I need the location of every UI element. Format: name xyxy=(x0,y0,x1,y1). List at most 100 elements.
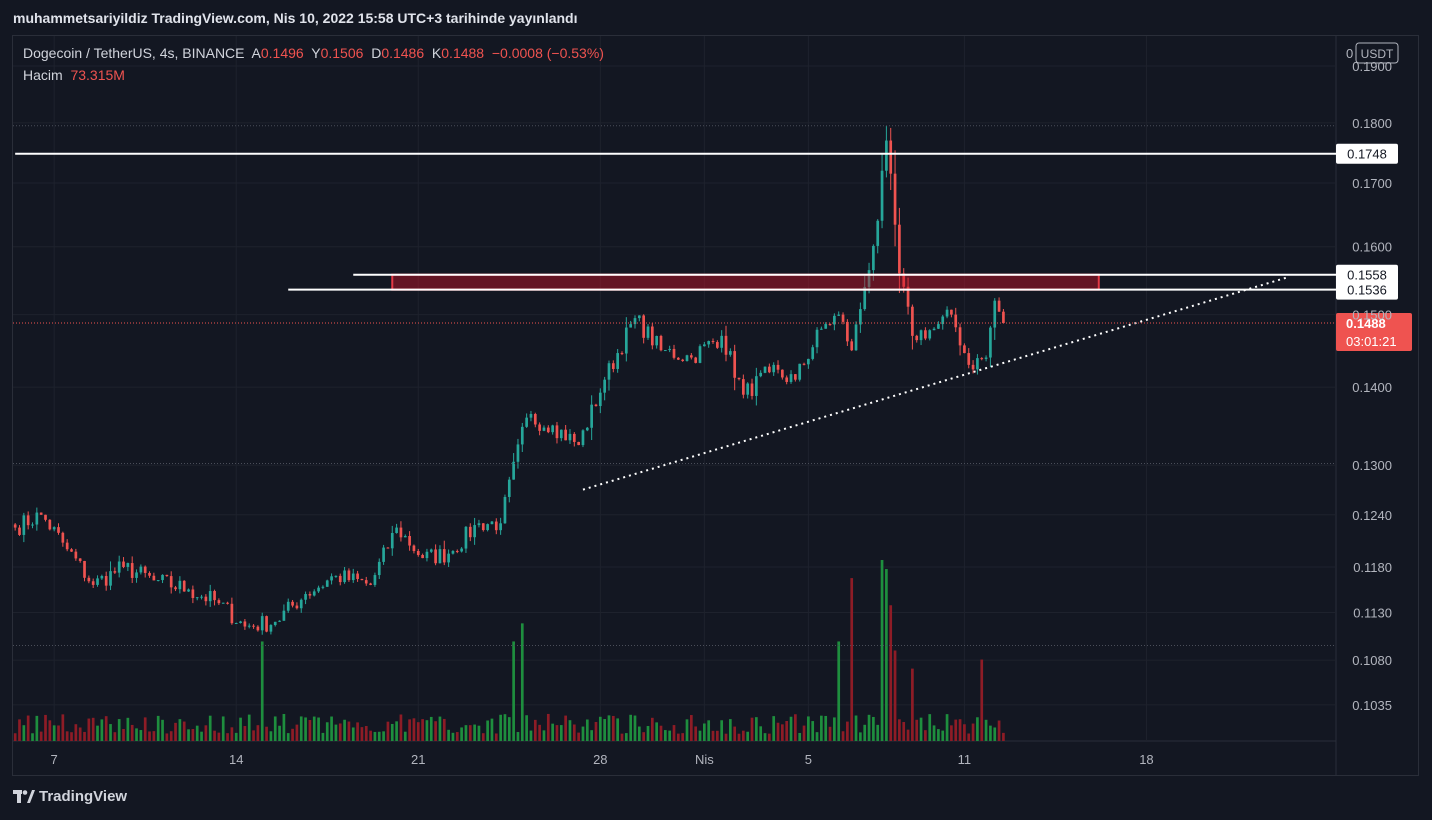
candle-body xyxy=(369,583,372,585)
tradingview-logo[interactable]: TradingView xyxy=(13,788,127,805)
candle-body xyxy=(915,335,919,341)
volume-bar xyxy=(269,731,273,741)
candle-body xyxy=(529,413,533,418)
volume-bar xyxy=(486,720,489,741)
candle-body xyxy=(109,571,112,586)
candle-body xyxy=(195,597,199,599)
volume-bar xyxy=(611,715,615,741)
grid-lines xyxy=(13,36,1337,776)
volume-bar xyxy=(494,733,498,741)
candle-body xyxy=(668,348,672,351)
candle-body xyxy=(763,366,767,373)
volume-bar xyxy=(139,730,143,741)
volume-bar xyxy=(512,641,515,741)
candle-body xyxy=(815,329,819,348)
candle-body xyxy=(308,594,312,596)
price-tick-label: 0.1130 xyxy=(1353,605,1392,620)
candle-body xyxy=(304,594,307,600)
volume-bar xyxy=(607,715,611,741)
volume-bar xyxy=(911,668,914,741)
volume-bar xyxy=(598,716,602,741)
candle-body xyxy=(781,369,784,378)
volume-bar xyxy=(642,732,646,741)
candle-body xyxy=(187,589,190,592)
volume-bar xyxy=(200,731,203,741)
bar-countdown-label: 03:01:21 xyxy=(1346,334,1397,349)
candle-body xyxy=(31,524,34,526)
candle-body xyxy=(976,358,979,370)
candle-body xyxy=(611,363,615,369)
candle-body xyxy=(317,587,320,592)
volume-bar xyxy=(451,732,455,741)
volume-bar xyxy=(182,721,186,741)
candle-body xyxy=(720,335,724,348)
candle-body xyxy=(373,575,377,585)
candle-body xyxy=(481,523,485,531)
candle-body xyxy=(148,572,151,576)
volume-bar xyxy=(447,729,450,741)
volume-bar xyxy=(676,733,680,741)
candle-body xyxy=(872,245,875,271)
volume-bar xyxy=(70,732,73,741)
candle-body xyxy=(87,577,91,582)
volume-bar xyxy=(74,724,78,741)
candle-body xyxy=(299,599,303,609)
candle-body xyxy=(637,315,641,319)
volume-bar xyxy=(954,719,958,741)
tradingview-logo-text: TradingView xyxy=(39,788,128,805)
candle-body xyxy=(408,536,411,546)
volume-bar xyxy=(828,726,832,741)
volume-bar xyxy=(481,733,485,741)
candle-body xyxy=(169,576,173,588)
candle-body xyxy=(919,330,923,341)
volume-bar xyxy=(109,724,112,741)
candle-body xyxy=(577,441,580,446)
candle-body xyxy=(746,383,750,395)
volume-bar xyxy=(13,733,17,741)
volume-bar xyxy=(529,730,533,741)
candle-body xyxy=(750,383,754,396)
volume-bar xyxy=(317,717,320,741)
currency-box xyxy=(1355,42,1399,64)
price-tick-label: 0.1600 xyxy=(1352,240,1392,255)
open-label: A xyxy=(251,45,261,61)
volume-bar xyxy=(789,716,793,741)
price-tag-bg xyxy=(1336,143,1398,164)
candle-body xyxy=(993,300,997,328)
candle-body xyxy=(572,433,576,442)
candle-body xyxy=(598,392,602,407)
candle-body xyxy=(117,561,121,573)
volume-bar xyxy=(148,731,151,741)
candle-body xyxy=(776,364,780,370)
volume-bar xyxy=(980,659,984,741)
candle-body xyxy=(382,547,385,562)
candle-body xyxy=(18,527,21,535)
candle-body xyxy=(932,328,936,331)
volume-bar xyxy=(577,732,580,741)
price-tick-label: 0.1700 xyxy=(1352,176,1392,191)
candle-body xyxy=(794,374,797,380)
volume-bar xyxy=(117,719,121,741)
volume-bar xyxy=(694,726,698,741)
volume-bar xyxy=(438,716,442,741)
candle-body xyxy=(143,566,147,573)
volume-bar xyxy=(937,729,940,741)
candle-body xyxy=(659,335,663,351)
candle-body xyxy=(642,315,646,338)
candle-body xyxy=(507,479,511,497)
candle-body xyxy=(607,363,611,380)
volume-bar xyxy=(520,623,524,741)
candle-body xyxy=(200,596,203,598)
volume-bar xyxy=(967,733,971,741)
volume-bar xyxy=(360,727,364,741)
candle-body xyxy=(997,300,1001,312)
candle-body xyxy=(542,427,546,431)
volume-bar xyxy=(191,728,195,741)
volume-bar xyxy=(26,715,30,741)
candle-body xyxy=(260,616,264,631)
candle-body xyxy=(807,358,810,365)
candle-body xyxy=(191,589,195,599)
volume-bar xyxy=(572,724,576,741)
volume-bar xyxy=(265,726,268,741)
